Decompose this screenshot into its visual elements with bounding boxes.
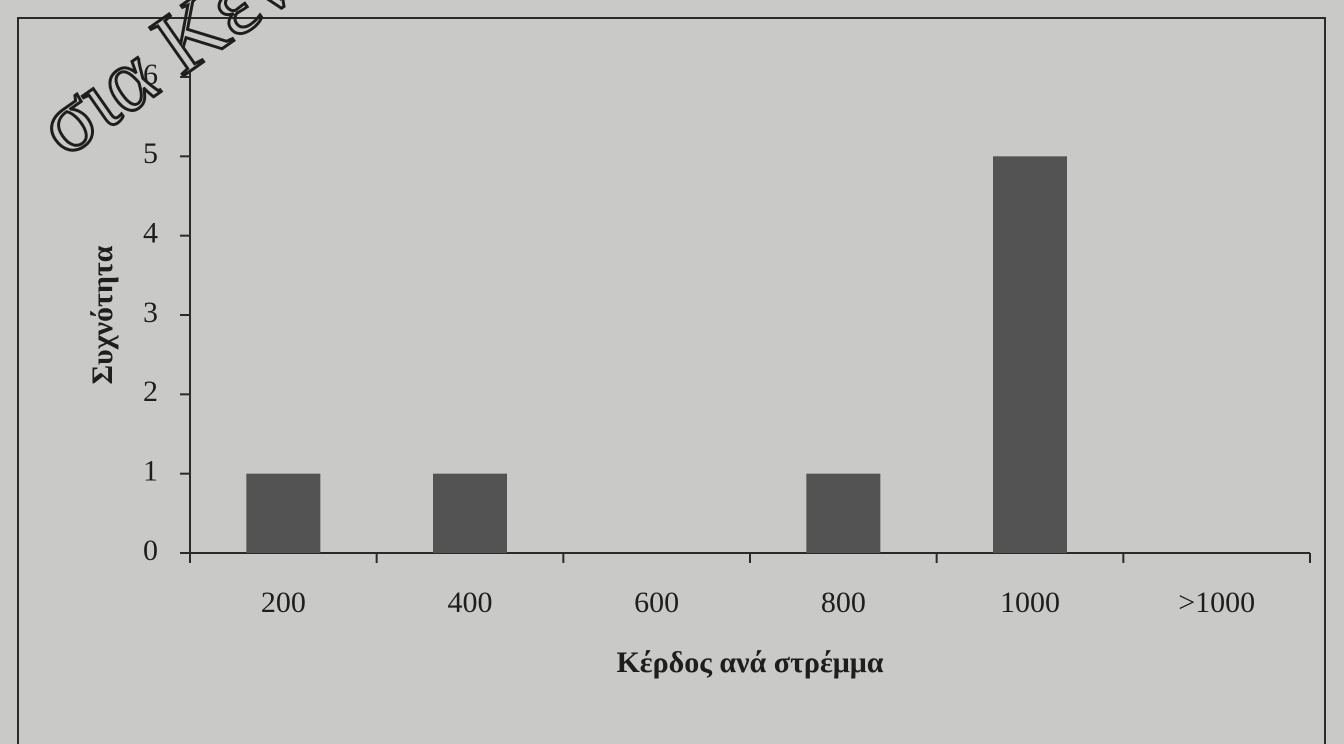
x-axis-label: Κέρδος ανά στρέμμα <box>616 646 883 679</box>
bar <box>246 473 321 553</box>
y-tick-label: 4 <box>143 217 158 250</box>
y-tick-label: 3 <box>143 296 158 329</box>
bar <box>993 156 1067 554</box>
y-tick-label: 0 <box>143 534 158 567</box>
bar <box>806 473 881 553</box>
y-tick-label: 2 <box>143 375 158 408</box>
y-tick-label: 1 <box>143 455 158 488</box>
x-tick-label: >1000 <box>1178 586 1255 619</box>
chart-frame <box>17 17 1326 744</box>
y-tick-label: 5 <box>143 137 158 170</box>
x-tick-label: 800 <box>821 586 866 619</box>
x-tick-label: 1000 <box>1000 586 1060 619</box>
x-tick-label: 400 <box>448 586 493 619</box>
bar <box>433 473 507 553</box>
y-axis-label: Συχνότητα <box>86 245 119 384</box>
y-tick-label: 6 <box>143 58 158 91</box>
x-tick-label: 200 <box>261 586 306 619</box>
x-tick-label: 600 <box>634 586 679 619</box>
